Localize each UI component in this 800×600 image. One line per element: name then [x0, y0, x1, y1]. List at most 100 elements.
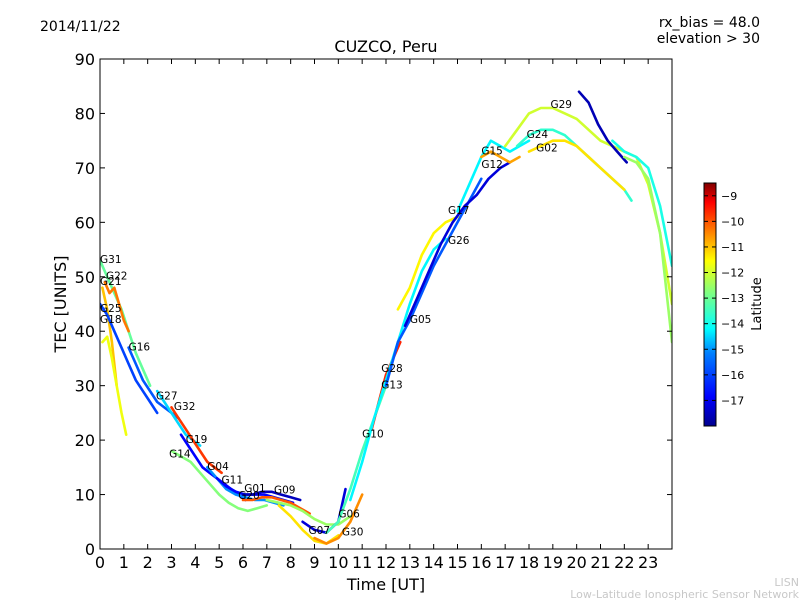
series-g12: [479, 150, 521, 164]
label-g13: G13: [381, 379, 403, 391]
y-axis-label: TEC [UNITS]: [51, 256, 70, 354]
label-g04: G04: [207, 461, 229, 473]
label-g01: G01: [244, 483, 265, 495]
date-label: 2014/11/22: [40, 19, 121, 35]
series-track-30: [611, 139, 672, 268]
colorbar-tick-label: −10: [721, 215, 744, 228]
x-tick-label: 22: [614, 553, 634, 572]
series-track-31: [622, 155, 672, 344]
label-g15: G15: [481, 145, 503, 157]
x-tick-label: 14: [423, 553, 443, 572]
label-g07: G07: [309, 525, 331, 537]
y-tick-label: 60: [75, 213, 95, 232]
colorbar-tick-label: −9: [721, 190, 737, 203]
label-g27: G27: [156, 390, 178, 402]
series-g01: [241, 490, 302, 502]
series-g22: [103, 280, 130, 333]
x-tick-label: 23: [638, 553, 658, 572]
label-g09: G09: [274, 484, 296, 496]
label-g22: G22: [106, 271, 128, 283]
x-tick-label: 10: [328, 553, 348, 572]
y-tick-label: 50: [75, 268, 95, 287]
colorbar-tick-label: −13: [721, 292, 744, 305]
series-g26: [403, 161, 512, 328]
series-g21: [101, 286, 118, 388]
label-g29: G29: [550, 99, 572, 111]
colorbar-tick-label: −16: [721, 369, 744, 382]
x-tick-label: 6: [238, 553, 248, 572]
colorbar-tick-label: −11: [721, 241, 744, 254]
x-tick-label: 1: [119, 553, 129, 572]
label-g20: G20: [238, 490, 260, 502]
label-g12: G12: [481, 159, 503, 171]
colorbar-label: Latitude: [750, 277, 765, 331]
label-g28: G28: [381, 363, 403, 375]
series-g20: [241, 495, 312, 515]
x-tick-label: 21: [590, 553, 610, 572]
y-axis-ticks: 0 10 20 30 40 50 60 70 80 90: [75, 50, 672, 559]
label-g21: G21: [100, 276, 122, 288]
x-tick-label: 2: [143, 553, 153, 572]
x-tick-label: 15: [447, 553, 467, 572]
x-tick-label: 0: [95, 553, 105, 572]
series-g18: [101, 335, 128, 437]
label-g18: G18: [100, 314, 122, 326]
series-g17: [396, 215, 459, 311]
label-g24: G24: [527, 129, 549, 141]
x-tick-label: 16: [471, 553, 491, 572]
y-tick-label: 80: [75, 104, 95, 123]
footer-network: Low-Latitude Ionospheric Sensor Network: [570, 588, 799, 600]
colorbar-ticks: −9 −10 −11 −12 −13 −14 −15 −16 −17: [704, 190, 744, 407]
x-tick-label: 19: [543, 553, 563, 572]
plot-frame: [99, 58, 673, 550]
series-g32: [170, 406, 223, 475]
label-g05: G05: [410, 314, 432, 326]
elevation-label: elevation > 30: [657, 31, 760, 47]
x-tick-label: 13: [400, 553, 420, 572]
x-axis-ticks: 0 1 2 3 4 5 6 7 8 9 10 11 12 13 14 15 16 17 18 19 20 21 22 23: [95, 59, 658, 572]
y-tick-label: 10: [75, 486, 95, 505]
footer-lisn: LISN: [774, 576, 799, 589]
colorbar-tick-label: −17: [721, 394, 744, 407]
series-track-29: [577, 90, 629, 164]
y-tick-label: 20: [75, 431, 95, 450]
series-g14: [170, 449, 269, 513]
series-layer: [100, 90, 672, 545]
y-tick-label: 70: [75, 159, 95, 178]
series-g25: [100, 302, 159, 415]
colorbar-tick-label: −12: [721, 267, 744, 280]
label-g31: G31: [100, 254, 122, 266]
x-tick-label: 5: [214, 553, 224, 572]
label-g25: G25: [100, 303, 122, 315]
label-g02: G02: [536, 143, 558, 155]
chart-title: CUZCO, Peru: [334, 37, 437, 56]
label-g16: G16: [129, 341, 151, 353]
label-g10: G10: [362, 428, 384, 440]
x-tick-label: 11: [352, 553, 372, 572]
series-g30: [313, 493, 364, 545]
y-tick-label: 30: [75, 377, 95, 396]
x-tick-label: 20: [566, 553, 586, 572]
x-tick-label: 8: [286, 553, 296, 572]
label-g14: G14: [169, 449, 191, 461]
label-g26: G26: [448, 235, 470, 247]
x-tick-label: 4: [190, 553, 200, 572]
label-g30: G30: [342, 526, 364, 538]
y-tick-label: 90: [75, 50, 95, 69]
x-tick-label: 12: [376, 553, 396, 572]
series-g02: [527, 139, 626, 191]
label-g32: G32: [174, 401, 196, 413]
label-g17: G17: [448, 205, 470, 217]
y-tick-label: 40: [75, 322, 95, 341]
x-axis-label: Time [UT]: [346, 575, 425, 594]
colorbar: [703, 182, 717, 427]
x-tick-label: 9: [309, 553, 319, 572]
x-tick-label: 18: [519, 553, 539, 572]
rx-bias-label: rx_bias = 48.0: [659, 15, 760, 31]
label-g19: G19: [186, 434, 208, 446]
colorbar-tick-label: −15: [721, 343, 744, 356]
label-g11: G11: [222, 475, 244, 487]
x-tick-label: 17: [495, 553, 515, 572]
